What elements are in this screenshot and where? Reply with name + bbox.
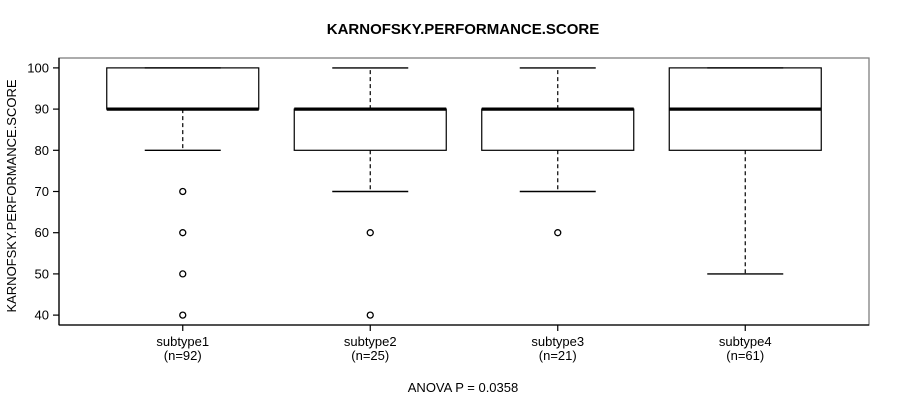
iqr-box [293,108,447,151]
y-tick-label: 70 [35,184,49,199]
group-sublabel: (n=25) [351,348,389,363]
y-tick-label: 50 [35,266,49,281]
y-tick-label: 60 [35,225,49,240]
group-label: subtype1 [156,334,209,349]
iqr-box [106,67,260,110]
group-sublabel: (n=92) [164,348,202,363]
y-tick-label: 100 [27,60,49,75]
outlier-point [179,270,187,278]
anova-p-note: ANOVA P = 0.0358 [408,380,518,395]
y-tick-label: 90 [35,102,49,117]
y-tick-label: 40 [35,308,49,323]
group-label: subtype3 [531,334,584,349]
group-label: subtype4 [719,334,772,349]
outlier-point [366,229,374,237]
y-tick-label: 80 [35,143,49,158]
y-axis-title: KARNOFSKY.PERFORMANCE.SCORE [4,79,19,312]
group-label: subtype2 [344,334,397,349]
outlier-point [179,187,187,196]
group-sublabel: (n=21) [539,348,577,363]
outlier-point [554,229,562,237]
chart-title: KARNOFSKY.PERFORMANCE.SCORE [327,21,600,38]
outlier-point [179,229,187,237]
plot-area: 405060708090100subtype1(n=92)subtype2(n=… [27,57,870,363]
outlier-point [179,311,187,319]
group-sublabel: (n=61) [726,348,764,363]
iqr-box [481,108,635,151]
outlier-point [366,311,374,319]
